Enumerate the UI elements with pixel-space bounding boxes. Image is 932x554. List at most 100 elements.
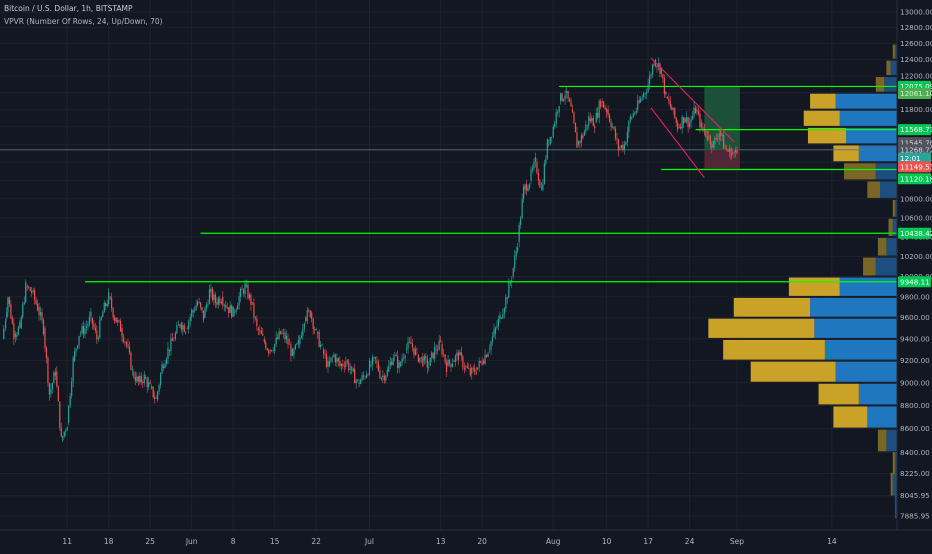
- candle-body: [474, 368, 476, 373]
- candle-body: [576, 132, 578, 148]
- candle-body: [72, 357, 74, 382]
- candle-body: [162, 366, 165, 369]
- candle-body: [413, 347, 415, 355]
- volume-profile-up-bar: [788, 277, 840, 296]
- candle-body: [168, 349, 171, 352]
- candle-body: [638, 100, 640, 103]
- candle-body: [165, 358, 168, 364]
- candle-body: [435, 349, 437, 351]
- candle-body: [327, 360, 329, 367]
- candle-body: [247, 284, 249, 299]
- candle-body: [545, 158, 547, 164]
- candle-body: [450, 363, 452, 367]
- candle-body: [451, 363, 454, 367]
- candle-body: [239, 288, 242, 297]
- candle-body: [400, 362, 402, 367]
- volume-profile-up-bar: [844, 163, 876, 180]
- candle-body: [328, 361, 331, 367]
- volume-profile-down-bar: [814, 318, 897, 338]
- candle-body: [643, 93, 645, 97]
- candle-body: [25, 282, 27, 303]
- candle-body: [709, 135, 711, 145]
- candle-body: [115, 317, 117, 323]
- candle-body: [48, 383, 51, 395]
- candle-body: [41, 312, 43, 320]
- candle-body: [225, 305, 227, 308]
- price-tag: [898, 88, 931, 100]
- candle-body: [690, 119, 692, 123]
- candle-body: [274, 344, 276, 351]
- candle-body: [174, 333, 176, 339]
- candle-body: [580, 135, 583, 143]
- candle-body: [683, 116, 685, 124]
- candle-body: [159, 373, 162, 386]
- candle-body: [691, 115, 694, 120]
- candle-body: [394, 355, 396, 356]
- candle-body: [555, 112, 557, 124]
- price-tag-label: 12075.09: [900, 82, 932, 91]
- candle-body: [371, 357, 374, 366]
- time-axis[interactable]: [0, 531, 932, 550]
- candle-body: [391, 361, 393, 365]
- candle-body: [383, 375, 385, 381]
- candle-body: [481, 361, 483, 365]
- price-tick-label: 9400.00: [900, 334, 930, 343]
- candle-body: [296, 343, 298, 345]
- candle-body: [305, 317, 307, 321]
- candle-body: [733, 152, 735, 154]
- time-tick-label: 11: [62, 537, 72, 546]
- candle-body: [672, 107, 674, 110]
- candle-body: [678, 126, 680, 128]
- channel-trend-line[interactable]: [650, 107, 705, 179]
- candle-body: [266, 348, 268, 351]
- symbol-title[interactable]: Bitcoin / U.S. Dollar, 1h, BITSTAMP: [4, 4, 133, 13]
- time-tick-label: Sep: [730, 537, 744, 546]
- candle-body: [552, 126, 554, 137]
- candle-body: [90, 311, 92, 317]
- price-tick-label: 13000.00: [900, 8, 932, 17]
- candle-body: [628, 121, 630, 133]
- price-tag-label: 11149.53: [900, 162, 932, 171]
- candle-body: [401, 358, 403, 363]
- candle-body: [568, 98, 571, 102]
- volume-profile-down-bar: [875, 257, 897, 276]
- candle-body: [469, 368, 471, 376]
- candle-body: [534, 157, 537, 162]
- candle-body: [188, 321, 190, 329]
- candle-body: [234, 311, 236, 313]
- candle-body: [47, 357, 49, 384]
- candle-body: [488, 349, 491, 351]
- candle-body: [592, 118, 594, 127]
- candle-body: [616, 138, 618, 140]
- candle-body: [505, 296, 507, 309]
- candle-body: [631, 117, 633, 119]
- candle-body: [551, 136, 553, 138]
- candle-body: [398, 362, 400, 369]
- candle-body: [472, 367, 474, 369]
- candle-body: [567, 91, 569, 99]
- candle-body: [502, 313, 504, 319]
- candle-body: [714, 138, 716, 145]
- candle-body: [681, 116, 683, 129]
- candle-body: [300, 335, 302, 338]
- candle-body: [626, 132, 628, 143]
- candle-body: [604, 107, 606, 110]
- candle-body: [214, 294, 216, 304]
- channel-trend-line[interactable]: [650, 57, 735, 143]
- candle-body: [669, 100, 671, 107]
- candle-body: [543, 163, 545, 184]
- candle-body: [176, 325, 178, 334]
- candle-body: [374, 356, 377, 359]
- candle-body: [137, 376, 139, 382]
- candle-body: [620, 145, 623, 148]
- candle-body: [680, 127, 682, 129]
- candle-body: [257, 328, 259, 331]
- volume-profile-down-bar: [875, 163, 897, 180]
- candle-body: [111, 298, 113, 309]
- indicator-legend[interactable]: VPVR (Number Of Rows, 24, Up/Down, 70): [4, 17, 163, 26]
- candle-body: [644, 93, 646, 94]
- candle-body: [325, 354, 328, 367]
- candle-body: [708, 135, 710, 137]
